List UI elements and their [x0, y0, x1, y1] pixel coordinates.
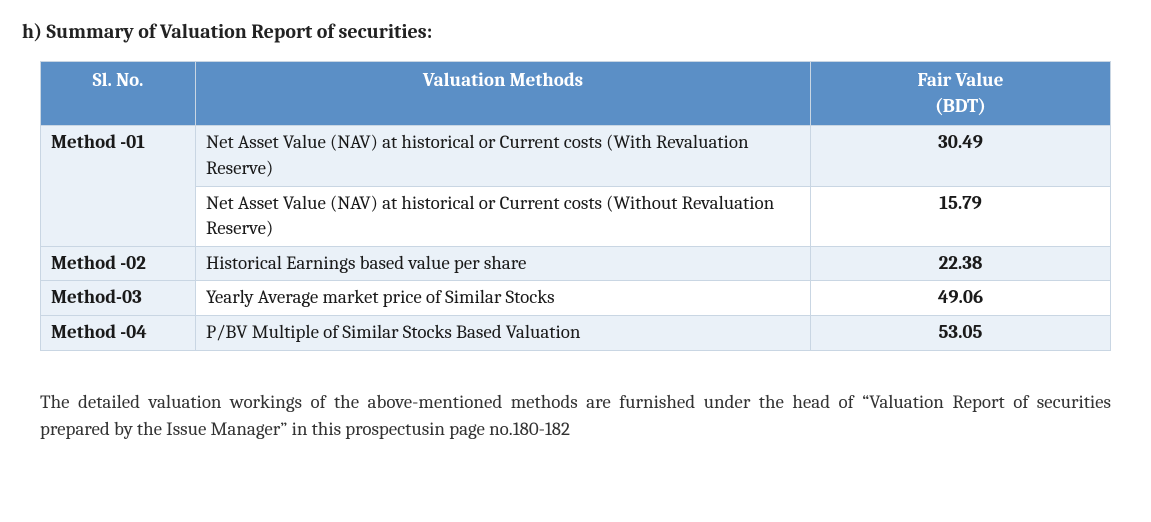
col-header-value-top: Fair Value [918, 69, 1004, 91]
cell-value: 53.05 [811, 316, 1111, 351]
cell-value: 22.38 [811, 246, 1111, 281]
table-row: Method -04 P/BV Multiple of Similar Stoc… [41, 316, 1111, 351]
table-row: Net Asset Value (NAV) at historical or C… [41, 186, 1111, 246]
cell-method: P/BV Multiple of Similar Stocks Based Va… [196, 316, 811, 351]
valuation-table-wrapper: Sl. No. Valuation Methods Fair Value (BD… [22, 61, 1129, 351]
cell-value: 15.79 [811, 186, 1111, 246]
col-header-method: Valuation Methods [196, 62, 811, 126]
table-row: Method-03 Yearly Average market price of… [41, 281, 1111, 316]
valuation-table: Sl. No. Valuation Methods Fair Value (BD… [40, 61, 1111, 351]
cell-sl: Method -02 [41, 246, 196, 281]
table-row: Method -02 Historical Earnings based val… [41, 246, 1111, 281]
cell-sl: Method -04 [41, 316, 196, 351]
table-header: Sl. No. Valuation Methods Fair Value (BD… [41, 62, 1111, 126]
cell-method: Net Asset Value (NAV) at historical or C… [196, 126, 811, 186]
cell-value: 30.49 [811, 126, 1111, 186]
footnote-text: The detailed valuation workings of the a… [40, 389, 1111, 444]
table-row: Method -01 Net Asset Value (NAV) at hist… [41, 126, 1111, 186]
cell-method: Yearly Average market price of Similar S… [196, 281, 811, 316]
section-heading: h) Summary of Valuation Report of securi… [22, 20, 1129, 43]
col-header-sl: Sl. No. [41, 62, 196, 126]
cell-sl: Method -01 [41, 126, 196, 247]
cell-sl: Method-03 [41, 281, 196, 316]
col-header-value: Fair Value (BDT) [811, 62, 1111, 126]
col-header-value-sub: (BDT) [819, 94, 1102, 120]
table-body: Method -01 Net Asset Value (NAV) at hist… [41, 126, 1111, 350]
cell-method: Net Asset Value (NAV) at historical or C… [196, 186, 811, 246]
cell-value: 49.06 [811, 281, 1111, 316]
cell-method: Historical Earnings based value per shar… [196, 246, 811, 281]
